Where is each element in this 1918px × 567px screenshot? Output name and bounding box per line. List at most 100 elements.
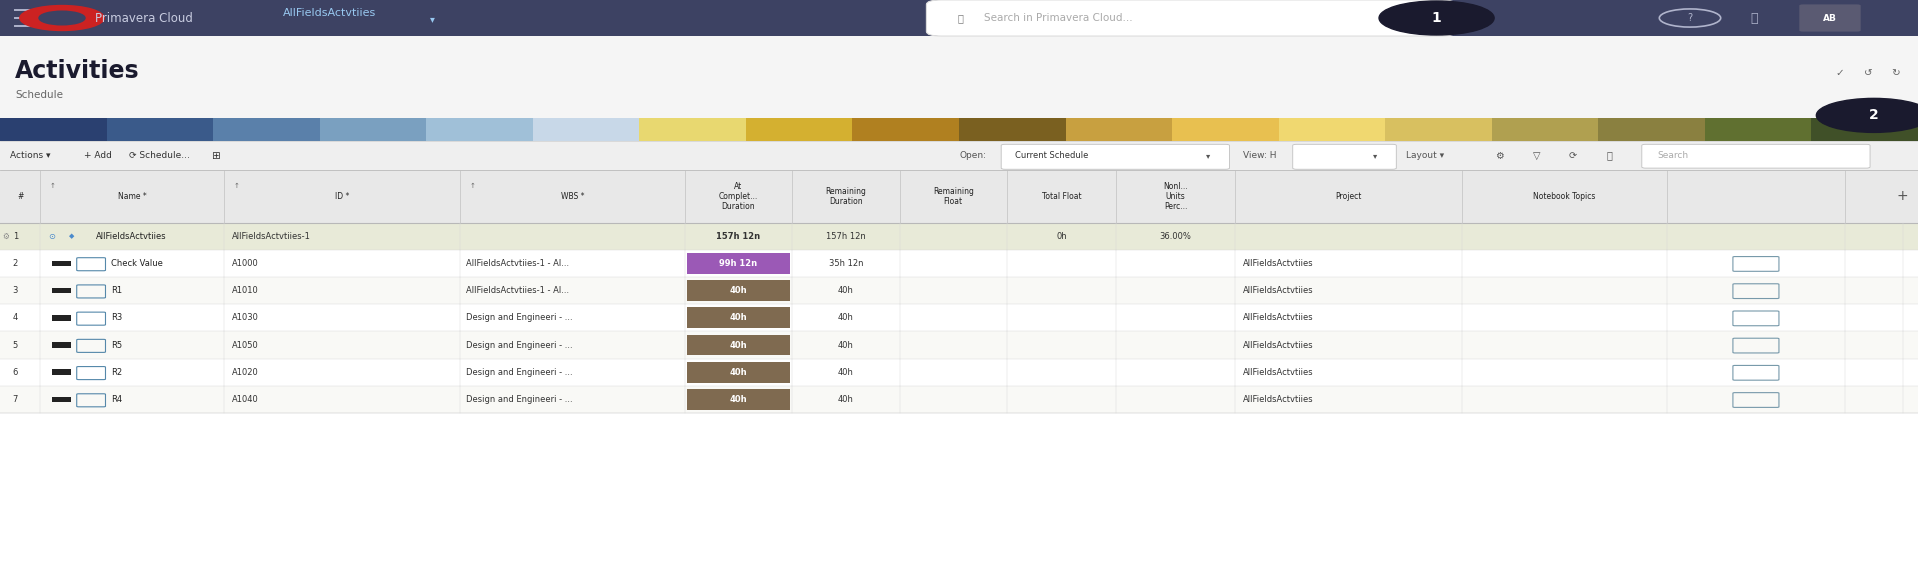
Text: #: # bbox=[17, 192, 23, 201]
Text: AllFieldsActvtiies: AllFieldsActvtiies bbox=[284, 9, 376, 19]
Text: AllFieldsActvtiies: AllFieldsActvtiies bbox=[1243, 368, 1314, 376]
Bar bbox=[52, 315, 71, 321]
Circle shape bbox=[1379, 1, 1494, 35]
Text: ↑: ↑ bbox=[470, 183, 476, 189]
Text: ▾: ▾ bbox=[1206, 151, 1210, 160]
Bar bbox=[0, 0, 1918, 36]
Bar bbox=[746, 119, 852, 141]
Text: Actions ▾: Actions ▾ bbox=[10, 151, 50, 160]
Circle shape bbox=[38, 11, 84, 25]
Bar bbox=[639, 119, 746, 141]
Text: 🔍: 🔍 bbox=[957, 13, 963, 23]
Bar bbox=[687, 389, 790, 410]
Text: 35h 12n: 35h 12n bbox=[829, 259, 863, 268]
Text: Notebook Topics: Notebook Topics bbox=[1532, 192, 1596, 201]
Text: A1010: A1010 bbox=[232, 286, 259, 295]
Text: 40h: 40h bbox=[838, 395, 854, 404]
FancyBboxPatch shape bbox=[1001, 145, 1229, 170]
Text: 157h 12n: 157h 12n bbox=[827, 232, 865, 240]
Bar bbox=[0, 386, 1918, 413]
Bar bbox=[52, 261, 71, 266]
Text: A1000: A1000 bbox=[232, 259, 259, 268]
Bar bbox=[0, 277, 1918, 304]
Text: ▽: ▽ bbox=[1532, 151, 1540, 160]
Text: A1020: A1020 bbox=[232, 368, 259, 376]
Text: Name *: Name * bbox=[119, 192, 146, 201]
Text: 🔔: 🔔 bbox=[1751, 11, 1757, 24]
Text: 2: 2 bbox=[1868, 108, 1880, 122]
Text: AllFieldsActvtiies: AllFieldsActvtiies bbox=[96, 232, 167, 240]
Bar bbox=[0, 332, 1918, 359]
Text: AllFieldsActvtiies-1 - Al...: AllFieldsActvtiies-1 - Al... bbox=[466, 259, 570, 268]
Text: ⟳: ⟳ bbox=[1569, 151, 1577, 160]
Text: 5: 5 bbox=[13, 341, 17, 349]
Text: AllFieldsActvtiies: AllFieldsActvtiies bbox=[1243, 259, 1314, 268]
Text: 40h: 40h bbox=[729, 286, 748, 295]
Text: Open:: Open: bbox=[959, 151, 986, 160]
Text: WBS *: WBS * bbox=[560, 192, 585, 201]
Text: ↺: ↺ bbox=[1864, 68, 1872, 78]
Text: ↑: ↑ bbox=[50, 183, 56, 189]
Text: Search in Primavera Cloud...: Search in Primavera Cloud... bbox=[984, 13, 1132, 23]
Bar bbox=[0, 119, 107, 141]
Text: View: H: View: H bbox=[1243, 151, 1275, 160]
Circle shape bbox=[19, 6, 104, 31]
Bar bbox=[959, 119, 1066, 141]
Text: 99h 12n: 99h 12n bbox=[719, 259, 758, 268]
Text: ?: ? bbox=[1688, 13, 1692, 23]
Text: R2: R2 bbox=[111, 368, 123, 376]
Text: 40h: 40h bbox=[729, 314, 748, 322]
Text: 7: 7 bbox=[13, 395, 17, 404]
Bar bbox=[1705, 119, 1811, 141]
Text: ⚙: ⚙ bbox=[1496, 151, 1504, 160]
Bar bbox=[0, 359, 1918, 386]
Text: AllFieldsActvtiies-1 - Al...: AllFieldsActvtiies-1 - Al... bbox=[466, 286, 570, 295]
Text: 40h: 40h bbox=[838, 341, 854, 349]
Text: R5: R5 bbox=[111, 341, 123, 349]
Bar bbox=[426, 119, 533, 141]
Text: ⊙: ⊙ bbox=[48, 232, 56, 240]
Text: Remaining
Duration: Remaining Duration bbox=[825, 187, 867, 206]
Text: AllFieldsActvtiies-1: AllFieldsActvtiies-1 bbox=[232, 232, 311, 240]
Text: Project: Project bbox=[1335, 192, 1362, 201]
Bar bbox=[0, 413, 1918, 567]
Bar bbox=[1492, 119, 1598, 141]
Text: Design and Engineeri - ...: Design and Engineeri - ... bbox=[466, 395, 573, 404]
Text: Design and Engineeri - ...: Design and Engineeri - ... bbox=[466, 341, 573, 349]
Text: 0h: 0h bbox=[1057, 232, 1066, 240]
Text: R3: R3 bbox=[111, 314, 123, 322]
Text: 36.00%: 36.00% bbox=[1160, 232, 1191, 240]
Bar bbox=[0, 171, 1918, 223]
Bar bbox=[107, 119, 213, 141]
Bar bbox=[1385, 119, 1492, 141]
Text: 6: 6 bbox=[13, 368, 17, 376]
Text: A1050: A1050 bbox=[232, 341, 259, 349]
Text: ID *: ID * bbox=[336, 192, 349, 201]
Text: AllFieldsActvtiies: AllFieldsActvtiies bbox=[1243, 286, 1314, 295]
Text: 40h: 40h bbox=[729, 368, 748, 376]
Text: AB: AB bbox=[1824, 14, 1837, 23]
Bar bbox=[687, 280, 790, 301]
FancyBboxPatch shape bbox=[1799, 5, 1860, 32]
Bar bbox=[1279, 119, 1385, 141]
Bar bbox=[687, 253, 790, 274]
Text: Total Float: Total Float bbox=[1041, 192, 1082, 201]
Text: ⚙: ⚙ bbox=[2, 232, 10, 240]
Text: Search: Search bbox=[1657, 151, 1688, 160]
Bar bbox=[0, 141, 1918, 171]
Text: Activities: Activities bbox=[15, 58, 140, 83]
Text: 40h: 40h bbox=[838, 286, 854, 295]
Text: AllFieldsActvtiies: AllFieldsActvtiies bbox=[1243, 395, 1314, 404]
Text: R1: R1 bbox=[111, 286, 123, 295]
Bar bbox=[1172, 119, 1279, 141]
Bar bbox=[1811, 119, 1918, 141]
Text: ▾: ▾ bbox=[1373, 151, 1377, 160]
Text: 1: 1 bbox=[13, 232, 17, 240]
Bar bbox=[52, 397, 71, 403]
Bar bbox=[0, 36, 1918, 119]
Bar bbox=[1066, 119, 1172, 141]
FancyBboxPatch shape bbox=[926, 0, 1456, 36]
Bar bbox=[52, 370, 71, 375]
Text: AllFieldsActvtiies: AllFieldsActvtiies bbox=[1243, 314, 1314, 322]
Text: ⊞: ⊞ bbox=[211, 151, 221, 160]
